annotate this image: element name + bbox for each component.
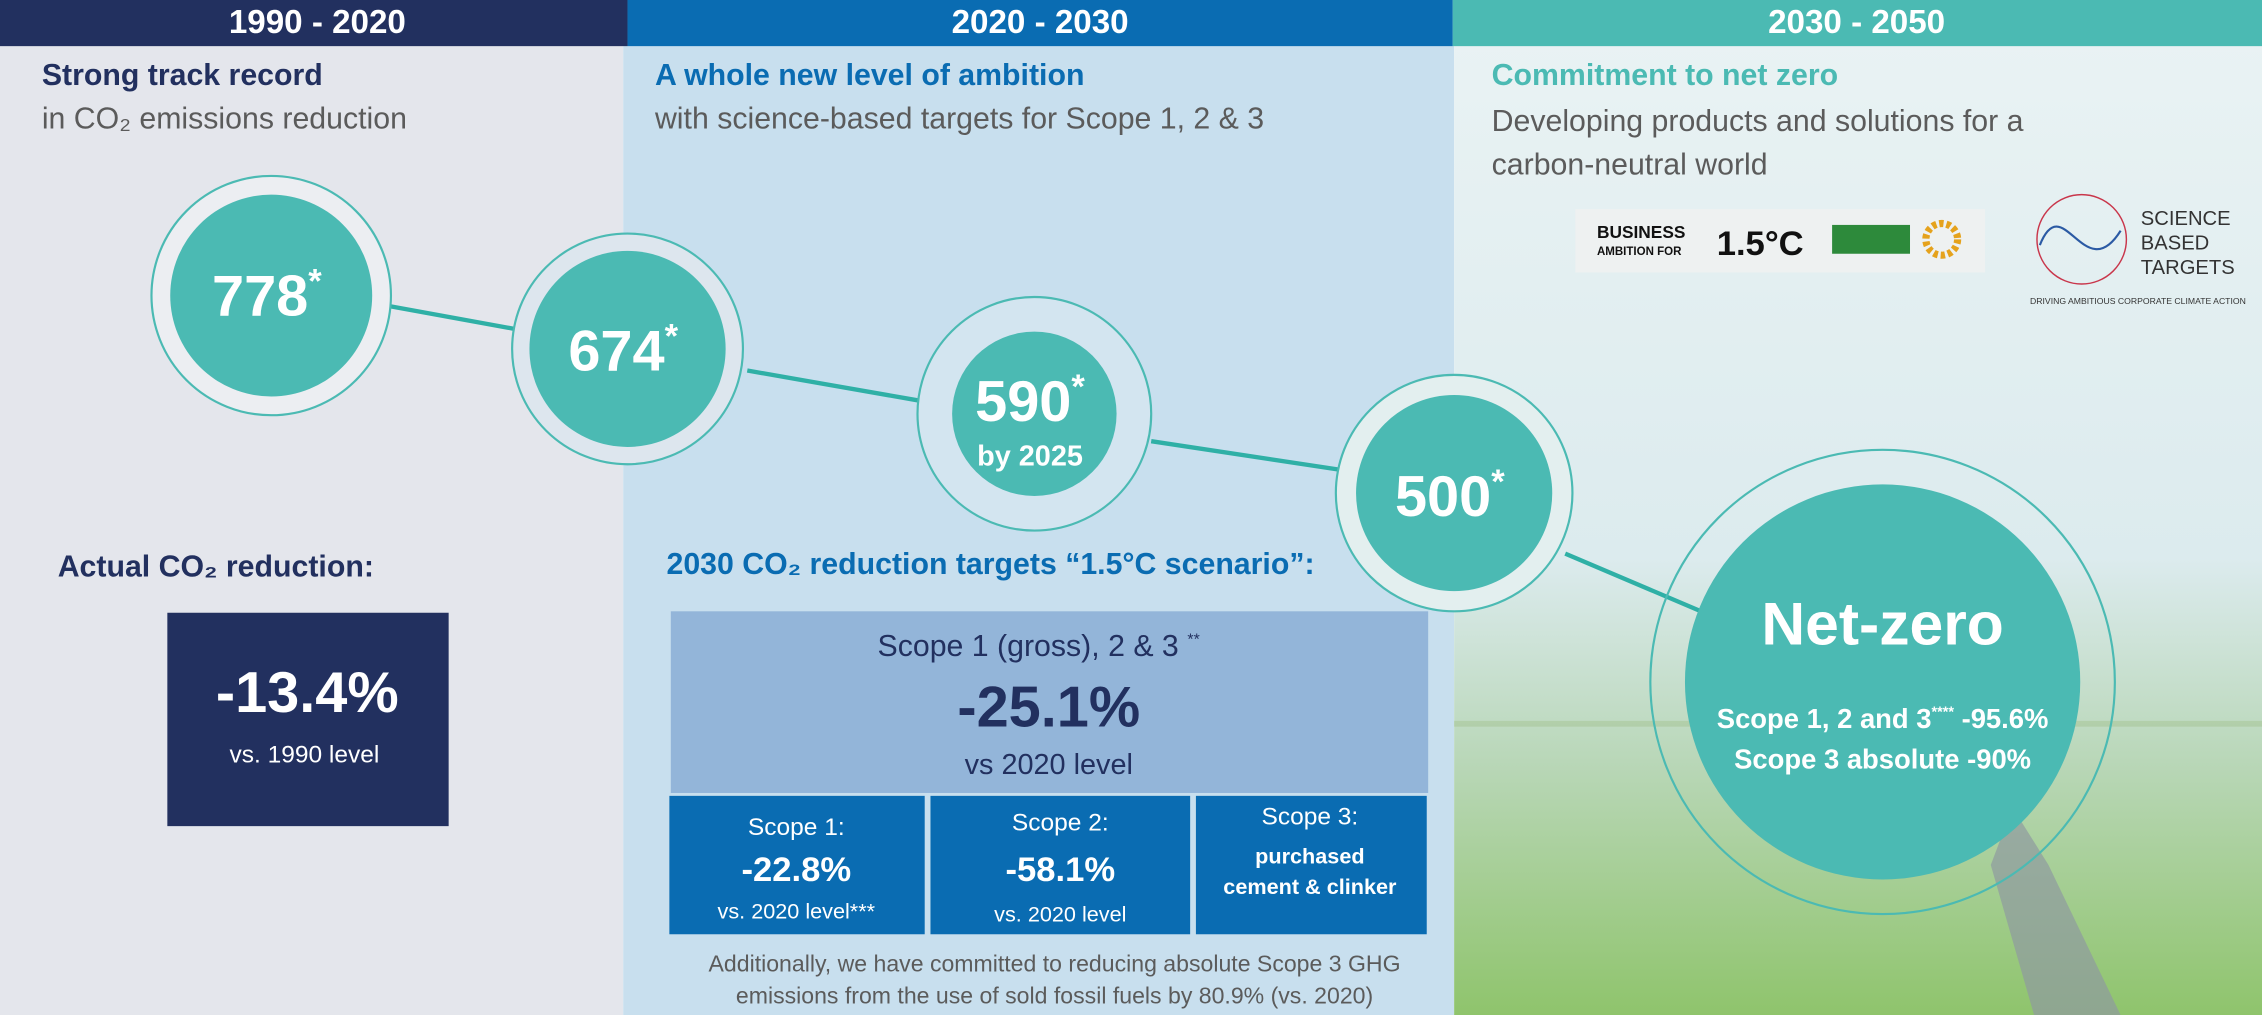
scope-label: Scope 3: (1262, 804, 1359, 831)
period-label: 1990 - 2020 (229, 4, 406, 41)
net-zero-line: Scope 3 absolute -90% (1734, 743, 2031, 774)
subheading: Developing products and solutions for a (1492, 105, 2024, 138)
milestone-value: 778 (212, 265, 308, 329)
net-zero-value: -95.6% (1954, 703, 2048, 734)
logo-tagline: DRIVING AMBITIOUS CORPORATE CLIMATE ACTI… (2030, 296, 2246, 306)
logo-text: AMBITION FOR (1597, 246, 1682, 258)
net-zero-line: Scope 1, 2 and 3**** -95.6% (1717, 703, 2049, 734)
period-label: 2030 - 2050 (1768, 4, 1945, 41)
logo-text: BASED (2141, 232, 2209, 254)
actual-caption: vs. 1990 level (229, 742, 379, 769)
scope-value: -58.1% (1005, 851, 1115, 889)
milestone: 778* (212, 263, 322, 329)
heading: A whole new level of ambition (655, 59, 1085, 92)
logo-text: TARGETS (2141, 257, 2235, 279)
targets-heading: 2030 CO₂ reduction targets “1.5°C scenar… (666, 548, 1314, 581)
net-zero-note: **** (1932, 705, 1955, 721)
target-label-text: Scope 1 (gross), 2 & 3 (878, 630, 1179, 663)
logo-icon (1832, 225, 1910, 254)
milestone-value: 674 (568, 320, 664, 384)
scope-label: Scope 1: (748, 814, 845, 841)
target-main-value: -25.1% (957, 676, 1140, 740)
actual-value: -13.4% (216, 661, 399, 725)
net-zero-title: Net-zero (1761, 589, 2003, 657)
period-label: 2020 - 2030 (952, 4, 1129, 41)
milestone-note: * (1491, 463, 1505, 501)
milestone-value: 500 (1395, 465, 1491, 529)
milestone-note: * (308, 263, 322, 301)
actual-heading: Actual CO₂ reduction: (58, 551, 374, 584)
milestone: 674* (568, 317, 678, 383)
scope-line: purchased (1255, 844, 1364, 869)
milestone-value: 590 (975, 370, 1071, 434)
logo-text: BUSINESS (1597, 222, 1685, 242)
scope-line: cement & clinker (1223, 874, 1397, 899)
milestone: 590* (975, 368, 1085, 434)
footnote: Additionally, we have committed to reduc… (709, 951, 1401, 977)
page: CO2 reduction roadmap html, body { margi… (0, 0, 2262, 1015)
milestone-note: * (665, 317, 679, 355)
heading: Commitment to net zero (1492, 59, 1838, 92)
scope-caption: vs. 2020 level (994, 901, 1126, 926)
net-zero-text: Scope 1, 2 and 3 (1717, 703, 1932, 734)
subheading: with science-based targets for Scope 1, … (654, 102, 1264, 135)
panel-left (0, 0, 623, 1015)
target-note: ** (1187, 631, 1199, 648)
scope-label: Scope 2: (1012, 809, 1109, 836)
milestone: 500* (1395, 463, 1505, 529)
logo-text: SCIENCE (2141, 208, 2231, 230)
subheading: carbon-neutral world (1492, 148, 1768, 181)
scope-value: -22.8% (741, 851, 851, 889)
heading: Strong track record (42, 59, 323, 92)
scope-caption: vs. 2020 level*** (718, 898, 876, 923)
subheading: in CO₂ emissions reduction (42, 102, 407, 135)
circle (1685, 484, 2080, 879)
page-body: {"periods": [ {"label": "1990 - 2020", "… (0, 0, 2262, 1015)
target-main-caption: vs 2020 level (965, 749, 1133, 781)
milestone-sub: by 2025 (977, 441, 1083, 473)
logo-text: 1.5°C (1717, 225, 1804, 263)
target-main-label: Scope 1 (gross), 2 & 3 ** (878, 630, 1200, 663)
footnote: emissions from the use of sold fossil fu… (736, 982, 1373, 1008)
slide: 1990 - 2020 2020 - 2030 2030 - 2050 Stro… (0, 0, 2262, 1015)
milestone-note: * (1071, 368, 1085, 406)
